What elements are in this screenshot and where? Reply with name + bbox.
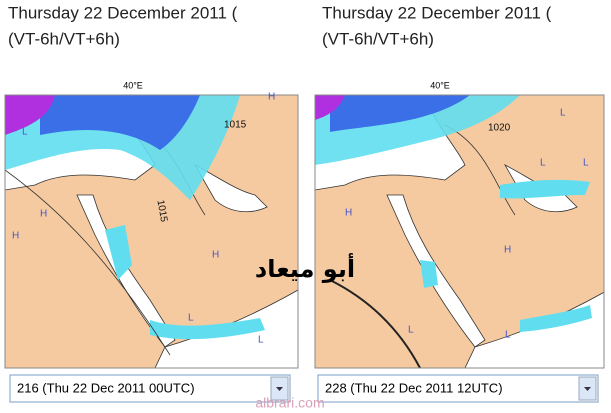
pressure-label: H bbox=[212, 250, 219, 261]
pressure-label: H bbox=[504, 245, 511, 256]
pressure-label: H bbox=[268, 92, 275, 103]
pressure-label: H bbox=[12, 231, 19, 242]
run-select[interactable] bbox=[9, 374, 291, 403]
pressure-label: L bbox=[583, 158, 589, 169]
longitude-label: 40°E bbox=[123, 80, 143, 90]
run-select-text: 216 (Thu 22 Dec 2011 00UTC) bbox=[17, 380, 195, 395]
panel-subtitle: (VT-6h/VT+6h) bbox=[322, 29, 434, 48]
footer: albrari.com bbox=[255, 395, 324, 411]
pressure-label: L bbox=[188, 313, 194, 324]
isobar-label: 1015 bbox=[224, 120, 247, 131]
pressure-label: L bbox=[22, 127, 28, 138]
weather-map bbox=[5, 95, 298, 368]
pressure-label: L bbox=[505, 330, 511, 341]
pressure-label: H bbox=[345, 208, 352, 219]
panel-subtitle: (VT-6h/VT+6h) bbox=[8, 29, 120, 48]
pressure-label: L bbox=[408, 325, 414, 336]
weather-map bbox=[315, 95, 604, 368]
panel-title: Thursday 22 December 2011 ( bbox=[322, 3, 552, 22]
pressure-label: L bbox=[540, 158, 546, 169]
arrow-icon bbox=[584, 387, 591, 391]
pressure-label: H bbox=[40, 209, 47, 220]
arrow-icon bbox=[276, 387, 283, 391]
pressure-label: L bbox=[560, 108, 566, 119]
pressure-label: L bbox=[258, 335, 264, 346]
map-frame bbox=[314, 94, 605, 369]
longitude-label: 40°E bbox=[430, 80, 450, 90]
run-select-text: 228 (Thu 22 Dec 2011 12UTC) bbox=[325, 380, 503, 395]
isobar-label: 1020 bbox=[488, 123, 511, 134]
isobar-label: 1015 bbox=[154, 199, 169, 223]
watermark: أبو ميعاد bbox=[255, 253, 355, 283]
panel-title: Thursday 22 December 2011 ( bbox=[8, 3, 238, 22]
map-frame bbox=[4, 94, 299, 369]
run-select[interactable] bbox=[317, 374, 599, 403]
